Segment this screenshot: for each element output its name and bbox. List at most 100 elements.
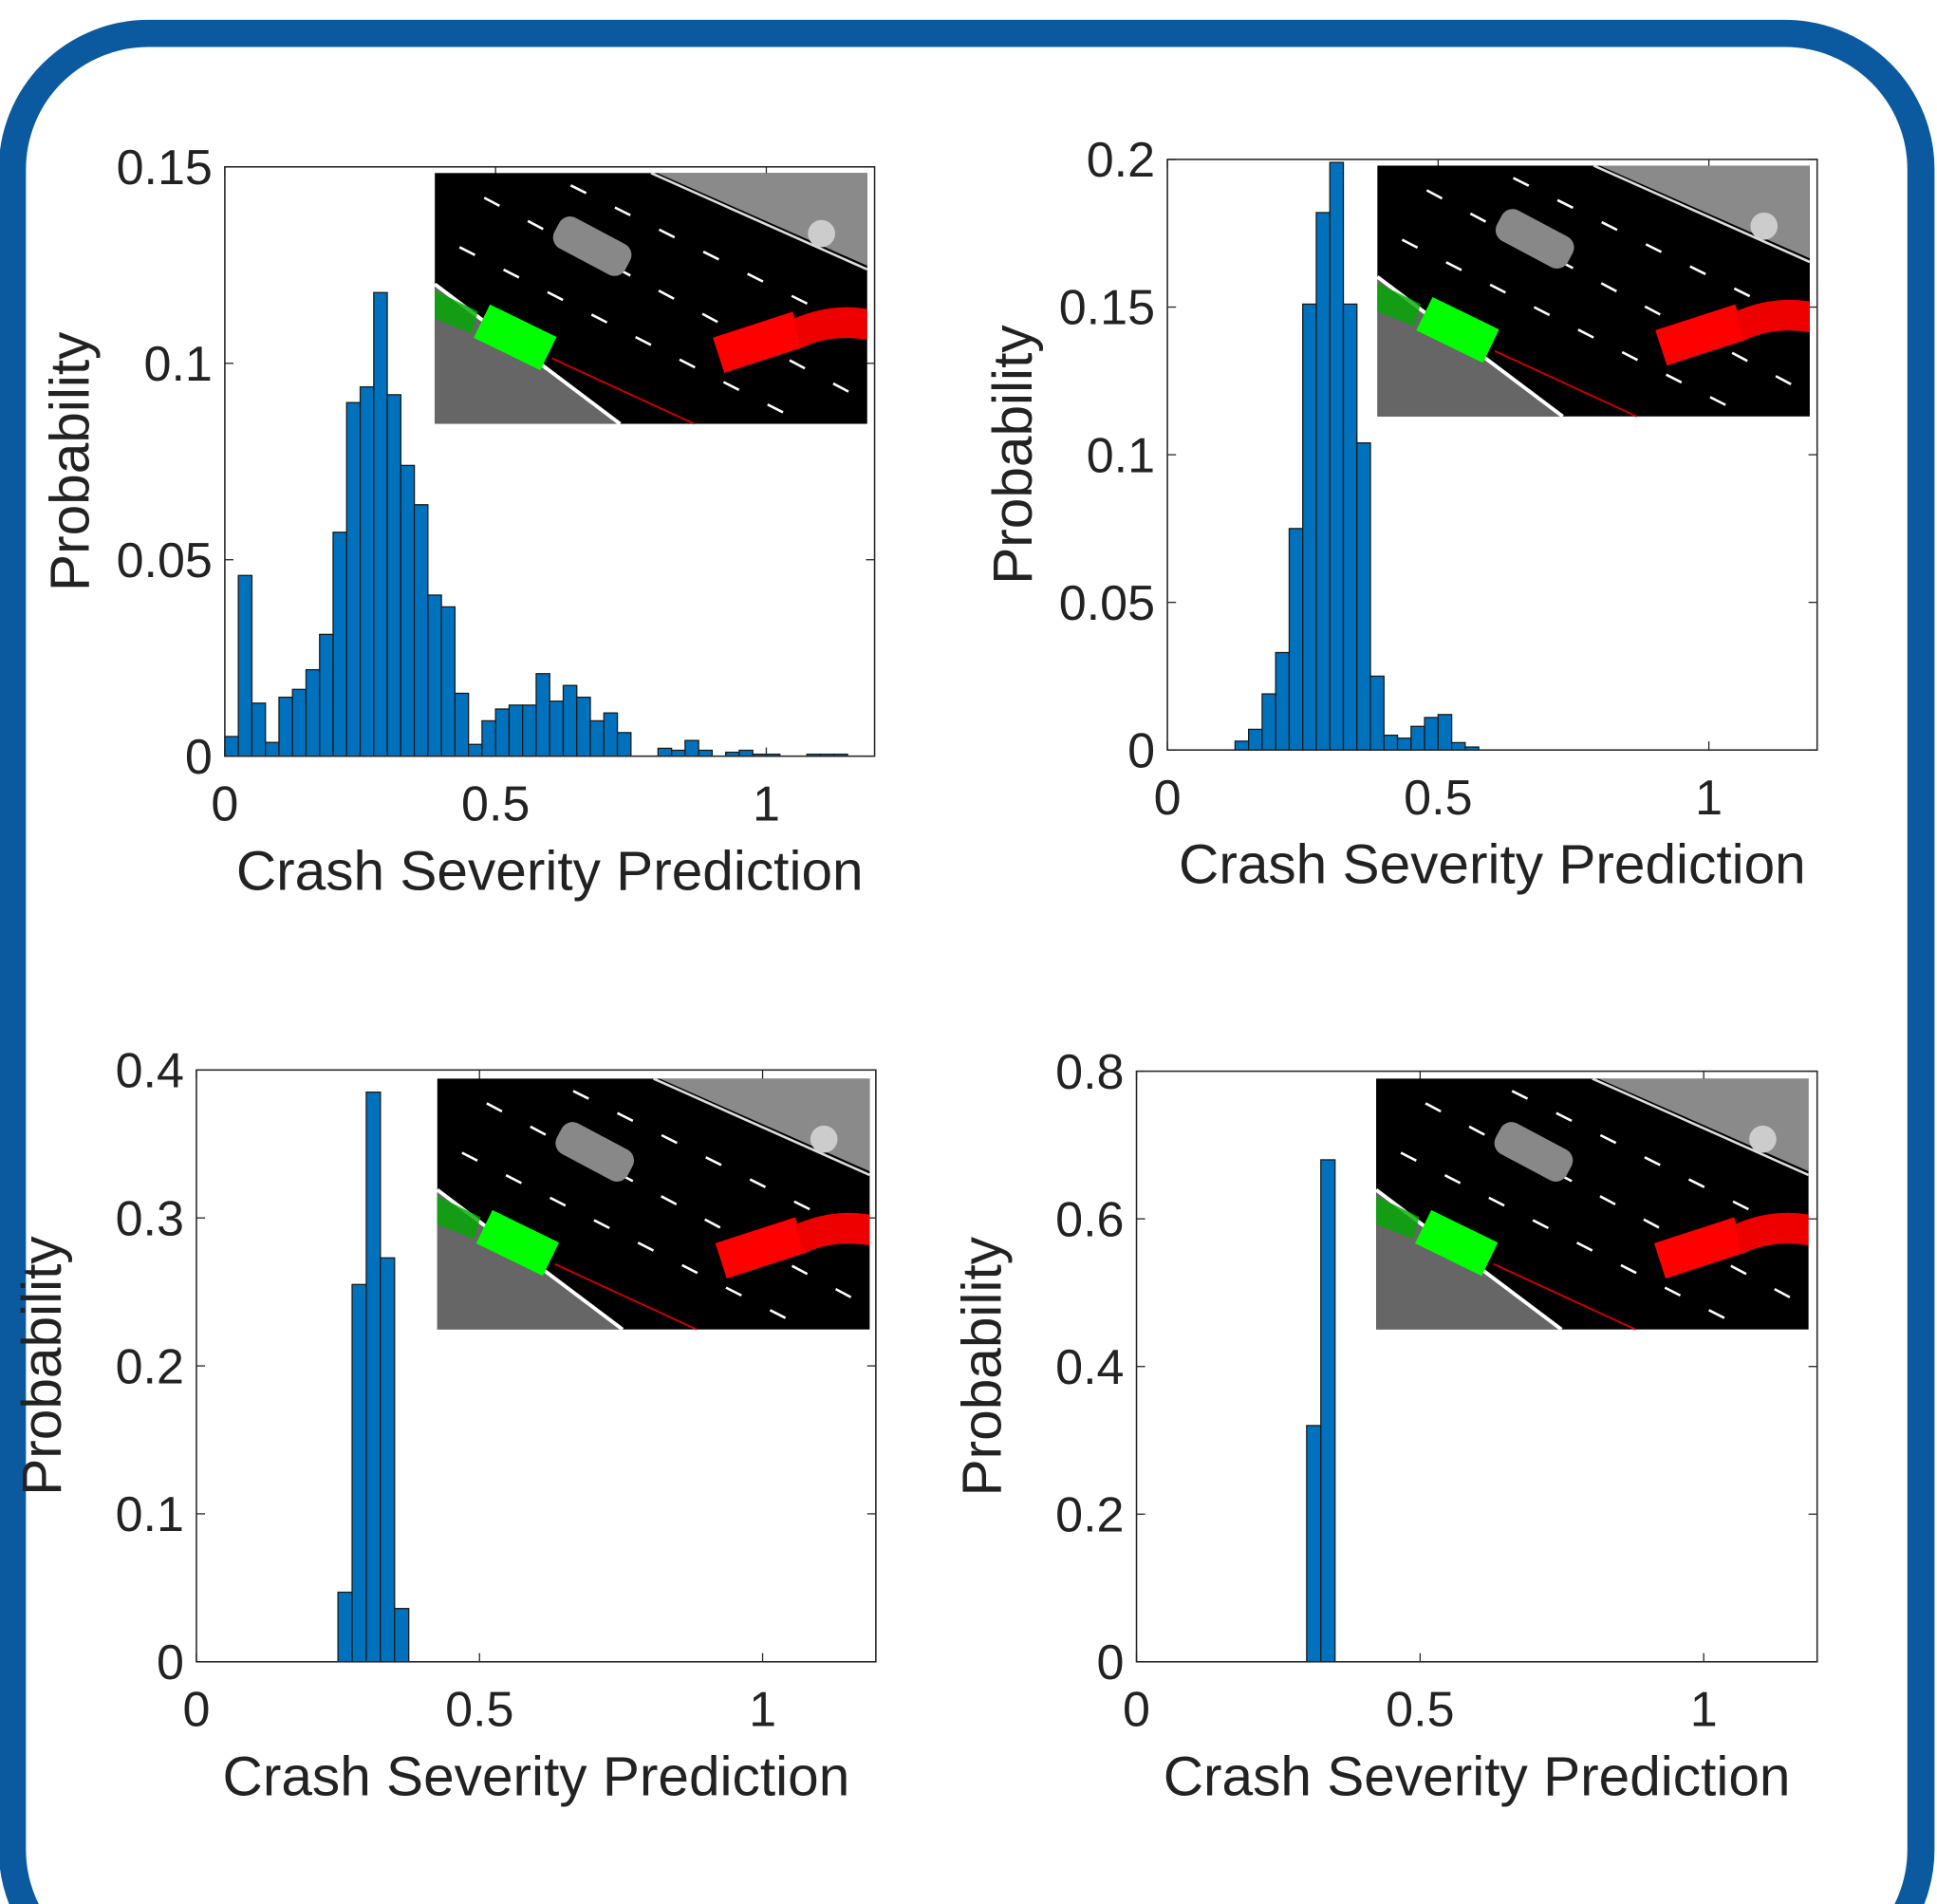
inset-scene <box>1375 163 1812 419</box>
bar <box>291 688 307 757</box>
bar <box>670 749 686 757</box>
bar <box>1369 675 1385 751</box>
frame <box>0 19 1935 1904</box>
bar <box>427 594 442 757</box>
y-axis-label: Probability <box>951 1236 1013 1496</box>
y-tick-label: 0.15 <box>1059 281 1155 336</box>
x-tick-label: 1 <box>1695 771 1723 826</box>
bar <box>698 749 714 757</box>
bar <box>440 606 456 757</box>
bar <box>365 1092 382 1663</box>
x-tick-label: 1 <box>753 776 780 831</box>
bar <box>1234 740 1250 751</box>
bar <box>562 684 578 757</box>
bar <box>454 692 470 757</box>
inset-scene <box>435 1076 872 1332</box>
bar <box>1288 528 1304 751</box>
y-tick-label: 0 <box>1127 723 1155 778</box>
x-tick-label: 0.5 <box>1404 771 1472 826</box>
x-tick-label: 0.5 <box>461 776 530 831</box>
bar <box>1306 1425 1322 1663</box>
y-tick-label: 0.2 <box>1087 133 1155 188</box>
bar <box>237 574 253 757</box>
y-tick-label: 0.4 <box>1055 1340 1124 1395</box>
bar <box>549 700 565 757</box>
y-tick-label: 0.2 <box>116 1339 184 1394</box>
x-axis-label: Crash Severity Prediction <box>236 840 864 902</box>
bar <box>1315 212 1331 751</box>
y-axis-label: Probability <box>40 331 102 591</box>
bar <box>616 732 632 757</box>
bar <box>1329 161 1345 751</box>
bar <box>1356 441 1371 751</box>
inset-scene <box>433 171 869 426</box>
bar <box>1261 693 1276 751</box>
y-tick-label: 0.2 <box>1055 1487 1124 1542</box>
bar <box>1248 728 1263 751</box>
bar <box>337 1591 353 1663</box>
bar <box>1396 737 1412 751</box>
bar <box>345 401 362 757</box>
y-tick-label: 0.05 <box>117 533 213 588</box>
y-axis-label: Probability <box>11 1236 73 1496</box>
y-tick-label: 0.3 <box>116 1191 184 1246</box>
y-tick-label: 0 <box>185 730 213 785</box>
bar <box>1383 734 1399 751</box>
bar <box>1437 714 1453 751</box>
bar <box>738 749 754 757</box>
x-tick-label: 0.5 <box>1386 1682 1454 1737</box>
bar <box>332 532 347 757</box>
bar <box>1342 303 1358 751</box>
bar <box>481 719 496 757</box>
bar <box>1410 725 1425 751</box>
bar <box>1275 651 1291 751</box>
x-axis-label: Crash Severity Prediction <box>1179 834 1806 896</box>
bar <box>1424 717 1439 751</box>
inset-scene <box>1374 1076 1811 1332</box>
y-tick-label: 0.15 <box>117 140 213 196</box>
bar <box>251 702 267 757</box>
bar <box>1302 303 1317 751</box>
bar <box>305 668 321 757</box>
bar <box>278 696 293 757</box>
bar <box>319 633 334 757</box>
bar <box>400 464 416 757</box>
bar <box>394 1608 410 1663</box>
x-tick-label: 0 <box>1154 771 1182 826</box>
bar <box>1450 741 1466 751</box>
y-tick-label: 0.6 <box>1055 1192 1124 1247</box>
bar <box>265 741 280 757</box>
bar <box>657 747 673 757</box>
bar <box>224 736 239 757</box>
bar <box>603 712 619 757</box>
y-tick-label: 0.1 <box>116 1487 184 1542</box>
bar <box>494 708 511 757</box>
x-axis-label: Crash Severity Prediction <box>1164 1745 1791 1807</box>
y-axis-label: Probability <box>982 325 1044 585</box>
y-tick-label: 0.4 <box>116 1044 184 1099</box>
x-tick-label: 0.5 <box>445 1682 513 1737</box>
bar <box>351 1283 367 1663</box>
bar <box>535 673 550 757</box>
axes-box <box>224 166 876 757</box>
y-tick-label: 0.1 <box>144 337 213 392</box>
y-tick-label: 0.8 <box>1055 1045 1124 1100</box>
y-tick-label: 0.1 <box>1087 428 1155 483</box>
bar <box>359 385 375 757</box>
bar <box>589 719 605 757</box>
bar <box>1320 1159 1336 1663</box>
x-tick-label: 1 <box>1690 1682 1718 1737</box>
y-tick-label: 0 <box>157 1635 184 1690</box>
bar <box>522 704 537 757</box>
bar <box>508 704 524 757</box>
x-axis-label: Crash Severity Prediction <box>223 1745 850 1807</box>
bar <box>468 743 483 757</box>
x-tick-label: 0 <box>182 1682 210 1737</box>
bar <box>373 291 388 757</box>
x-tick-label: 0 <box>1123 1682 1150 1737</box>
y-tick-label: 0.05 <box>1059 576 1155 631</box>
bar <box>380 1257 396 1663</box>
bar <box>576 696 591 757</box>
x-tick-label: 0 <box>211 776 238 831</box>
